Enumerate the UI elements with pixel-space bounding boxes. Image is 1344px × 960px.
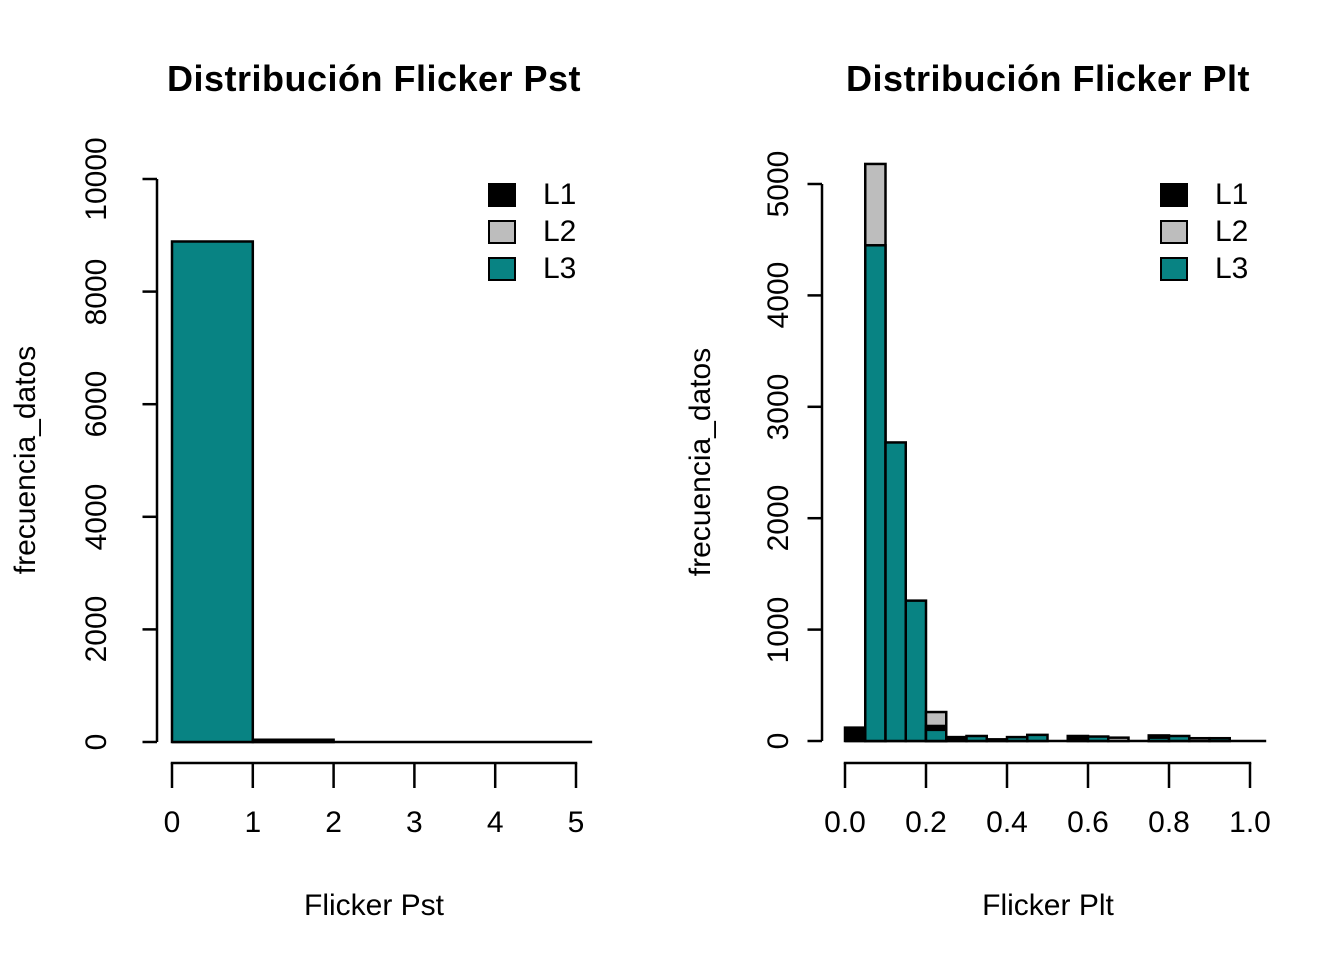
chart2-x-axis-title: Flicker Plt	[982, 889, 1114, 922]
chart2-y-tick-label: 3000	[762, 373, 795, 441]
chart2-bar-L1	[945, 735, 968, 743]
chart1-bar-L3	[170, 240, 255, 744]
chart2-x-tick-label: 0.8	[1148, 806, 1190, 839]
chart1-bar-L1	[251, 738, 335, 744]
chart2-bar-L3	[1167, 734, 1191, 743]
chart2-y-tick-label: 1000	[762, 596, 795, 663]
legend-swatch-L1	[1160, 183, 1188, 207]
chart2-bar-L3	[1208, 736, 1231, 743]
legend-label-L1: L1	[543, 178, 577, 211]
chart2-y-tick-label: 0	[762, 732, 795, 750]
chart2-bar-L3	[1147, 736, 1171, 743]
chart2-bar-L2	[1188, 736, 1211, 743]
legend-label-L3: L3	[1215, 252, 1249, 285]
legend-label-L2: L2	[543, 215, 577, 248]
chart2-x-tick-label: 0.2	[905, 806, 947, 839]
chart1-x-tick-label: 4	[486, 806, 504, 839]
chart2-title: Distribución Flicker Plt	[845, 58, 1251, 99]
legend-label-L3: L3	[543, 252, 577, 285]
legend-swatch-L3	[488, 257, 516, 281]
chart2-legend: L1 L2 L3	[1160, 178, 1249, 285]
chart2-y-tick-label: 4000	[762, 262, 795, 329]
chart2-x-tick-label: 0.0	[824, 806, 866, 839]
chart2-bar-L3	[1026, 733, 1049, 743]
chart2-x-tick-label: 0.4	[986, 806, 1028, 839]
chart1-y-tick-label: 0	[80, 733, 113, 751]
chart1-x-tick-label: 5	[567, 806, 585, 839]
legend-swatch-L2	[488, 220, 516, 244]
chart2-bar-L2	[1107, 736, 1130, 743]
chart2-bar-L3	[864, 244, 887, 743]
chart1-title: Distribución Flicker Pst	[166, 58, 582, 99]
legend-label-L1: L1	[1215, 178, 1249, 211]
chart2-bar-L3	[1086, 735, 1110, 743]
chart2-x-tick-label: 0.6	[1067, 806, 1109, 839]
chart1-x-axis-title: Flicker Pst	[303, 889, 445, 922]
chart1-x-tick-label: 2	[325, 806, 342, 839]
chart1-legend: L1 L2 L3	[488, 178, 577, 285]
chart1-y-tick-label: 10000	[80, 137, 113, 221]
chart2-bar-L1	[843, 726, 867, 743]
chart2-x-tick-label: 1.0	[1229, 806, 1271, 839]
chart1-x-tick-label: 1	[244, 806, 262, 839]
chart1-y-tick-label: 2000	[80, 596, 113, 663]
chart2-y-tick-label: 5000	[762, 150, 795, 218]
legend-swatch-L3	[1160, 257, 1188, 281]
chart2-bar-L1	[1066, 734, 1090, 743]
legend-swatch-L2	[1160, 220, 1188, 244]
chart2-y-tick-label: 2000	[762, 484, 795, 552]
chart2-bar-L3	[965, 734, 988, 743]
chart1-y-tick-label: 6000	[80, 370, 113, 438]
legend-row-L2: L2	[488, 215, 577, 248]
legend-row-L3: L3	[1160, 252, 1249, 285]
chart1-y-axis-title: frecuencia_datos	[9, 345, 42, 575]
legend-row-L1: L1	[488, 178, 577, 211]
chart1-y-tick-label: 8000	[80, 258, 113, 325]
chart1-y-tick-label: 4000	[80, 483, 113, 551]
chart2-bar-L2	[985, 738, 1009, 743]
chart1-x-tick-label: 3	[406, 806, 423, 839]
legend-row-L2: L2	[1160, 215, 1249, 248]
chart2-bar-L3	[884, 441, 907, 743]
chart1-x-tick-label: 0	[163, 806, 181, 839]
chart2-bar-L3	[1005, 735, 1029, 743]
chart2-bar-L3	[904, 599, 928, 743]
legend-row-L3: L3	[488, 252, 577, 285]
legend-swatch-L1	[488, 183, 516, 207]
chart2-y-axis-title: frecuencia_datos	[684, 347, 717, 577]
chart2-bar-L3	[924, 728, 948, 743]
legend-label-L2: L2	[1215, 215, 1249, 248]
legend-row-L1: L1	[1160, 178, 1249, 211]
